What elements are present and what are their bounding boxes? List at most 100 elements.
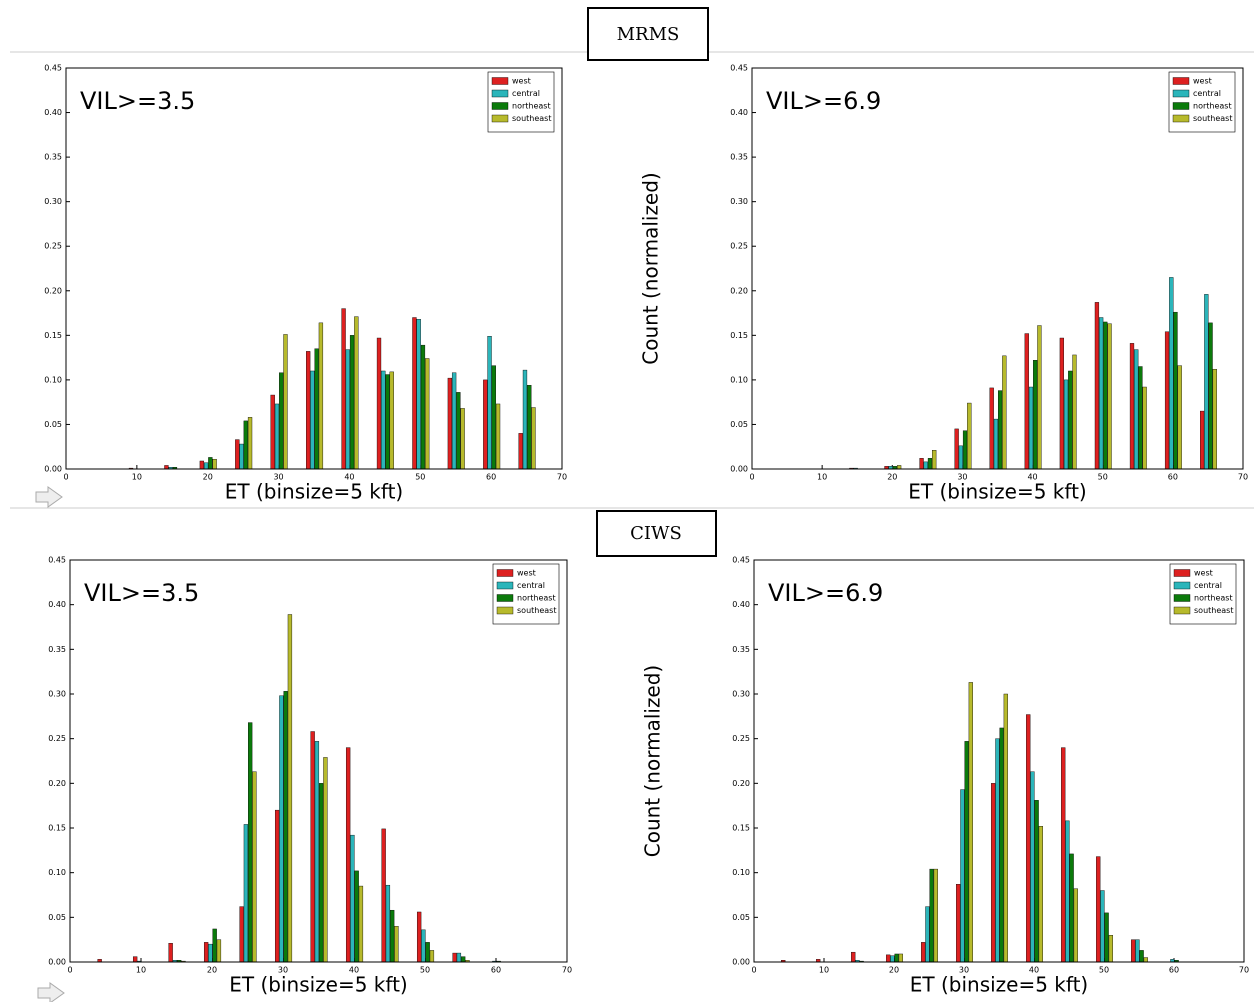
bar [252, 771, 257, 963]
bar [203, 942, 209, 963]
bar [894, 953, 899, 963]
bar [447, 377, 453, 470]
bar [345, 747, 351, 963]
bar [358, 885, 364, 963]
section-box [596, 510, 717, 557]
bar [279, 372, 284, 470]
bar [412, 317, 417, 470]
bar [1034, 800, 1039, 963]
y-tick-label: 0.25 [730, 242, 748, 251]
bar [919, 458, 924, 470]
legend-label: central [512, 89, 540, 98]
bar [890, 955, 895, 963]
bar [1208, 322, 1213, 470]
bar [1134, 349, 1139, 470]
bar [310, 370, 315, 470]
bar [274, 403, 280, 470]
bar [212, 928, 217, 963]
bar [1024, 333, 1029, 470]
bar [925, 906, 930, 963]
bar [456, 392, 461, 470]
y-tick-label: 0.20 [48, 779, 66, 788]
legend-label: northeast [517, 594, 556, 603]
legend-label: southeast [517, 606, 556, 615]
bar [354, 316, 359, 470]
bar [381, 370, 386, 470]
x-tick-label: 0 [63, 473, 68, 482]
y-axis-label: Count (normalized) [639, 172, 663, 365]
bar [1099, 317, 1104, 470]
bar [341, 308, 346, 470]
bar [460, 408, 465, 470]
bar [416, 319, 421, 470]
bar [323, 757, 328, 963]
bar [283, 334, 288, 470]
bar [385, 374, 390, 470]
bar [527, 385, 532, 470]
legend-label: west [517, 569, 536, 578]
bar [1037, 325, 1042, 470]
y-tick-label: 0.30 [732, 690, 750, 699]
y-tick-label: 0.25 [732, 734, 750, 743]
x-axis-label: ET (binsize=5 kft) [225, 480, 403, 504]
bar [989, 387, 994, 470]
y-tick-label: 0.10 [730, 375, 748, 384]
x-axis-label: ET (binsize=5 kft) [229, 973, 407, 997]
y-tick-label: 0.40 [732, 600, 750, 609]
bar [1068, 370, 1073, 470]
bar [274, 809, 280, 963]
bar [991, 783, 996, 963]
bar [421, 929, 426, 963]
x-tick-label: 60 [491, 966, 501, 975]
y-tick-label: 0.00 [44, 465, 62, 474]
y-tick-label: 0.35 [730, 153, 748, 162]
bar [287, 614, 293, 963]
bar [956, 884, 961, 963]
y-tick-label: 0.00 [48, 958, 66, 967]
x-tick-label: 70 [557, 473, 567, 482]
bar [1173, 311, 1178, 470]
bar [425, 358, 430, 470]
bar [243, 420, 248, 470]
legend-swatch [496, 594, 514, 602]
bar [354, 870, 359, 963]
bar [208, 457, 213, 470]
y-tick-label: 0.45 [730, 64, 748, 73]
y-tick-label: 0.35 [732, 645, 750, 654]
bar [998, 390, 1003, 470]
legend-swatch [1173, 569, 1191, 577]
bar [993, 418, 999, 470]
x-tick-label: 0 [749, 473, 754, 482]
x-tick-label: 70 [562, 966, 572, 975]
y-tick-label: 0.15 [44, 331, 62, 340]
bar [416, 911, 422, 963]
legend-swatch [1173, 606, 1191, 615]
bar [385, 884, 391, 963]
y-tick-label: 0.20 [44, 286, 62, 295]
x-axis-label: ET (binsize=5 kft) [910, 973, 1088, 997]
bar [1135, 939, 1140, 963]
x-tick-label: 0 [67, 966, 72, 975]
bar [886, 954, 891, 963]
x-tick-label: 20 [203, 473, 213, 482]
bar [898, 953, 903, 963]
bar [239, 443, 244, 470]
legend-swatch [496, 606, 514, 615]
bar [1100, 890, 1105, 963]
x-tick-label: 60 [486, 473, 496, 482]
x-tick-label: 50 [420, 966, 430, 975]
arrow-icon [35, 486, 63, 508]
arrow-icon [37, 982, 65, 1002]
bar [1169, 277, 1174, 470]
bar [394, 926, 399, 963]
axes-frame [751, 67, 1244, 470]
y-tick-label: 0.30 [44, 197, 62, 206]
x-tick-label: 60 [1169, 966, 1179, 975]
bar [1108, 935, 1113, 963]
bar [389, 371, 394, 470]
bar [958, 445, 963, 470]
legend-label: west [512, 77, 531, 86]
bar [1038, 826, 1043, 963]
